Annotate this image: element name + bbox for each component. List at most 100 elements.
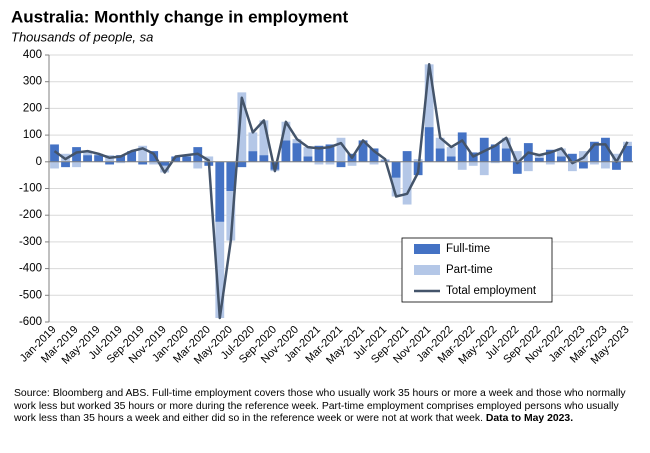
legend-label: Full-time (446, 243, 490, 255)
bar (545, 161, 555, 165)
bar (590, 161, 599, 165)
bar (160, 165, 170, 173)
bar (601, 137, 610, 162)
data-note: Data to May 2023. (485, 413, 574, 425)
bar (237, 161, 247, 168)
y-tick-label: -400 (19, 263, 42, 275)
y-tick-label: -300 (19, 236, 42, 248)
legend-swatch (414, 244, 440, 254)
bar (314, 145, 324, 162)
bar (248, 132, 258, 152)
bar (325, 144, 335, 162)
bar (501, 137, 511, 149)
bar (490, 144, 500, 162)
bar (567, 161, 577, 172)
bar (369, 161, 379, 165)
bar (281, 121, 291, 141)
bar (446, 147, 456, 157)
bar (105, 161, 115, 165)
bar (512, 151, 522, 162)
bar (523, 161, 533, 172)
y-tick-label: 0 (36, 156, 42, 168)
bar (116, 155, 126, 162)
bar (248, 151, 258, 162)
bar (479, 161, 489, 176)
source-note: Source: Bloomberg and ABS. Full-time emp… (14, 388, 639, 426)
legend-label: Total employment (446, 285, 537, 297)
bar (149, 151, 159, 162)
bar (612, 153, 621, 162)
bar (61, 161, 70, 168)
bar (567, 153, 577, 162)
y-tick-label: 400 (23, 49, 42, 61)
bar (50, 144, 59, 162)
bar (281, 140, 291, 162)
bar (303, 156, 313, 162)
bar (193, 161, 203, 169)
bar (259, 120, 269, 156)
bar (50, 161, 59, 169)
bar (545, 149, 555, 162)
line (53, 63, 629, 320)
y-tick-label: -100 (19, 183, 42, 195)
bar (127, 151, 137, 162)
bar (215, 221, 225, 318)
bar (83, 155, 92, 162)
bar (347, 161, 357, 166)
bar (325, 161, 335, 165)
bar (226, 161, 236, 192)
bar (226, 191, 236, 241)
bar (457, 161, 467, 170)
y-tick-label: 200 (23, 102, 42, 114)
chart-title: Australia: Monthly change in employment (11, 7, 349, 26)
bar (369, 148, 379, 162)
bar (512, 161, 522, 174)
bar (556, 156, 566, 162)
bar (314, 161, 324, 165)
bar (83, 151, 92, 156)
bar (556, 148, 566, 157)
bar (72, 147, 81, 162)
bar (501, 148, 511, 162)
legend-swatch (414, 265, 440, 275)
chart: Australia: Monthly change in employment … (11, 7, 633, 367)
source: Source: Bloomberg and ABS. Full-time emp… (14, 388, 626, 425)
bar (303, 147, 313, 157)
y-tick-label: -200 (19, 209, 42, 221)
y-tick-label: -600 (19, 316, 42, 328)
bar (457, 132, 467, 162)
bar (490, 161, 500, 164)
y-tick-label: -500 (19, 289, 42, 301)
bar (590, 141, 599, 162)
bar (424, 64, 434, 128)
bar (336, 137, 346, 162)
bar (601, 161, 610, 169)
bar (182, 156, 192, 162)
bar (534, 157, 544, 162)
bar (612, 161, 621, 170)
bar (292, 143, 302, 162)
legend-label: Part-time (446, 264, 493, 276)
bar (446, 156, 456, 162)
bar (424, 127, 434, 162)
bar (171, 156, 181, 162)
y-tick-label: 100 (23, 129, 42, 141)
bar (116, 161, 126, 164)
bar (468, 161, 478, 166)
bar (160, 161, 170, 166)
bar (292, 139, 302, 144)
bar (138, 161, 148, 165)
bar (402, 161, 412, 205)
bar (336, 161, 346, 168)
bar (358, 140, 368, 162)
bar (259, 155, 269, 162)
bar (435, 137, 445, 149)
bar (435, 148, 445, 162)
bar (534, 155, 544, 158)
bar (94, 155, 103, 162)
bar (391, 177, 401, 197)
bar (72, 161, 81, 168)
y-tick-label: 300 (23, 76, 42, 88)
bar (138, 145, 148, 162)
bar (237, 92, 247, 162)
